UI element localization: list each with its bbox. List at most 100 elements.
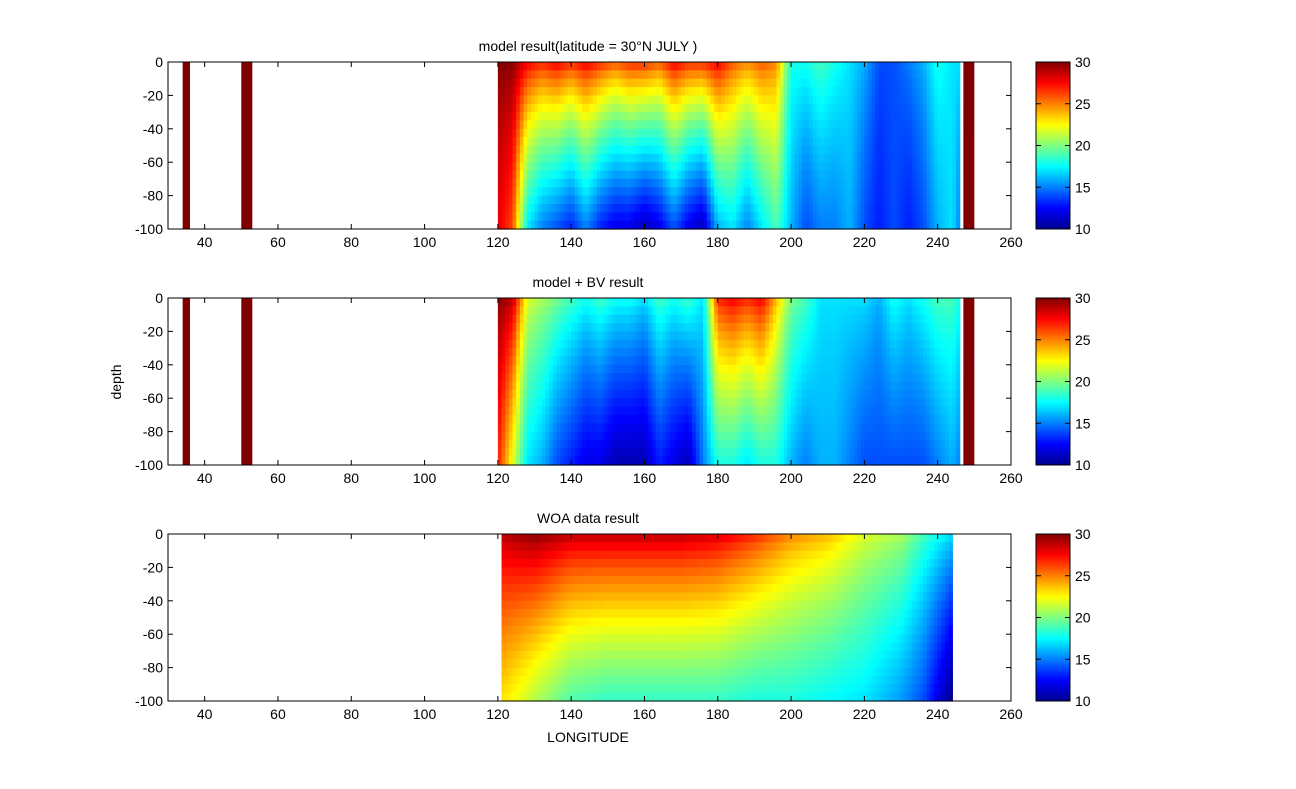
- temperature-cell: [560, 203, 565, 213]
- temperature-cell: [783, 112, 789, 122]
- temperature-cell: [765, 78, 770, 88]
- temperature-cell: [501, 298, 506, 307]
- temperature-cell: [585, 298, 591, 307]
- temperature-cell: [736, 62, 741, 71]
- temperature-cell: [706, 62, 712, 71]
- temperature-cell: [695, 203, 701, 213]
- temperature-cell: [835, 373, 840, 383]
- temperature-cell: [684, 373, 690, 383]
- temperature-cell: [794, 339, 800, 349]
- temperature-cell: [574, 448, 580, 458]
- temperature-cell: [615, 153, 620, 163]
- temperature-cell: [607, 373, 613, 383]
- temperature-cell: [882, 364, 887, 374]
- temperature-cell: [512, 389, 517, 399]
- temperature-cell: [853, 187, 858, 197]
- temperature-cell: [934, 339, 939, 349]
- temperature-cell: [890, 70, 895, 80]
- temperature-cell: [897, 373, 902, 383]
- temperature-cell: [688, 103, 693, 113]
- temperature-cell: [835, 70, 840, 80]
- temperature-cell: [776, 145, 781, 155]
- temperature-cell: [552, 414, 558, 424]
- temperature-cell: [651, 414, 657, 424]
- temperature-cell: [552, 406, 558, 416]
- temperature-cell: [640, 103, 646, 113]
- temperature-cell: [692, 128, 697, 138]
- temperature-cell: [787, 103, 792, 113]
- temperature-cell: [523, 70, 528, 80]
- temperature-cell: [545, 456, 550, 466]
- temperature-cell: [824, 431, 829, 441]
- temperature-cell: [743, 162, 748, 172]
- temperature-cell: [824, 348, 829, 358]
- temperature-cell: [604, 195, 609, 205]
- temperature-cell: [699, 389, 704, 399]
- temperature-cell: [930, 439, 935, 449]
- temperature-cell: [615, 187, 620, 197]
- temperature-cell: [578, 178, 583, 188]
- temperature-cell: [629, 456, 635, 466]
- temperature-cell: [659, 220, 664, 230]
- temperature-cell: [820, 120, 825, 130]
- temperature-cell: [736, 389, 741, 399]
- temperature-cell: [596, 364, 602, 374]
- temperature-cell: [842, 195, 847, 205]
- temperature-cell: [765, 398, 770, 408]
- temperature-cell: [743, 439, 748, 449]
- temperature-cell: [809, 448, 814, 458]
- temperature-cell: [758, 373, 763, 383]
- temperature-cell: [545, 306, 550, 316]
- temperature-cell: [604, 364, 609, 374]
- temperature-cell: [809, 112, 814, 122]
- temperature-cell: [684, 128, 690, 138]
- temperature-cell: [659, 389, 664, 399]
- temperature-cell: [622, 128, 627, 138]
- temperature-cell: [721, 137, 726, 147]
- temperature-cell: [809, 145, 814, 155]
- temperature-cell: [571, 398, 576, 408]
- temperature-cell: [556, 323, 561, 332]
- temperature-cell: [508, 398, 514, 408]
- temperature-cell: [853, 70, 858, 80]
- temperature-cell: [611, 456, 616, 466]
- temperature-cell: [783, 414, 789, 424]
- temperature-cell: [681, 339, 686, 349]
- temperature-cell: [934, 78, 939, 88]
- temperature-cell: [596, 306, 602, 316]
- x-tick-label: 160: [633, 234, 657, 250]
- temperature-cell: [505, 145, 510, 155]
- temperature-cell: [578, 406, 583, 416]
- temperature-cell: [794, 78, 800, 88]
- temperature-cell: [882, 70, 887, 80]
- temperature-cell: [732, 431, 737, 441]
- colorbar-tick-label: 30: [1075, 54, 1091, 70]
- temperature-cell: [868, 423, 873, 433]
- temperature-cell: [604, 120, 609, 130]
- temperature-cell: [842, 220, 847, 230]
- temperature-cell: [915, 381, 920, 391]
- temperature-cell: [589, 87, 594, 96]
- temperature-cell: [945, 103, 950, 113]
- temperature-cell: [802, 62, 807, 71]
- temperature-cell: [516, 406, 521, 416]
- temperature-cell: [794, 162, 800, 172]
- temperature-cell: [849, 195, 854, 205]
- temperature-field: [497, 298, 961, 466]
- temperature-cell: [728, 112, 734, 122]
- temperature-cell: [919, 220, 924, 230]
- temperature-cell: [805, 423, 811, 433]
- temperature-cell: [538, 103, 543, 113]
- temperature-cell: [585, 145, 591, 155]
- temperature-cell: [809, 153, 814, 163]
- temperature-cell: [901, 112, 906, 122]
- temperature-cell: [501, 137, 506, 147]
- temperature-cell: [714, 298, 719, 307]
- temperature-cell: [710, 331, 715, 341]
- temperature-cell: [758, 78, 763, 88]
- temperature-cell: [721, 78, 726, 88]
- temperature-cell: [842, 187, 847, 197]
- temperature-cell: [721, 448, 726, 458]
- temperature-cell: [582, 448, 587, 458]
